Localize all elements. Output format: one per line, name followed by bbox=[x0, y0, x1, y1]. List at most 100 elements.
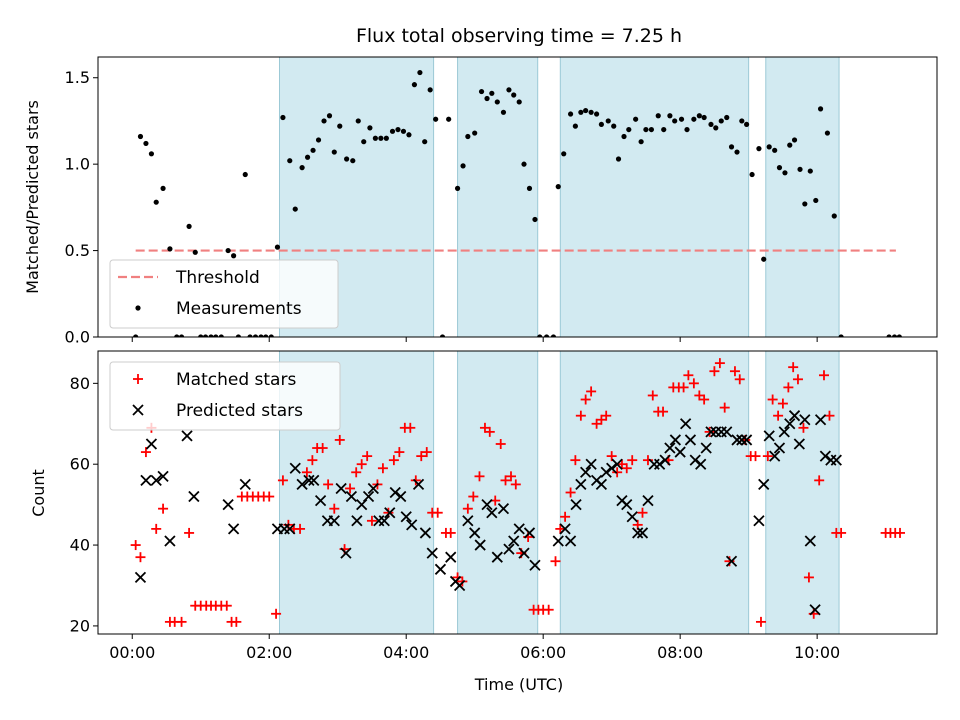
measurement-point bbox=[484, 95, 490, 102]
matched-stars-point bbox=[474, 471, 485, 482]
top-y-axis-label: Matched/Predicted stars bbox=[23, 100, 42, 294]
measurement-point bbox=[367, 125, 373, 131]
measurement-point bbox=[178, 334, 185, 337]
predicted-stars-point bbox=[367, 482, 379, 495]
predicted-stars-point bbox=[445, 551, 457, 563]
measurement-point bbox=[567, 111, 574, 117]
legend-label: Measurements bbox=[176, 299, 302, 319]
predicted-stars-point bbox=[595, 478, 608, 491]
measurement-point bbox=[696, 113, 702, 119]
matched-stars-point bbox=[510, 479, 521, 490]
measurement-point bbox=[611, 123, 617, 129]
matched-stars-point bbox=[176, 616, 187, 627]
measurement-point bbox=[701, 114, 707, 121]
y-tick-label: 80 bbox=[70, 374, 90, 393]
measurement-point bbox=[153, 199, 159, 205]
matched-stars-point bbox=[750, 451, 761, 462]
predicted-stars-point bbox=[674, 446, 686, 458]
matched-stars-point bbox=[445, 527, 456, 538]
predicted-stars-point bbox=[227, 523, 240, 535]
matched-stars-point bbox=[264, 491, 275, 502]
predicted-stars-point bbox=[725, 555, 738, 567]
matched-stars-point bbox=[637, 507, 648, 518]
predicted-stars-point bbox=[335, 482, 347, 495]
x-tick-label: 04:00 bbox=[383, 643, 429, 662]
matched-stars-point bbox=[627, 455, 638, 466]
measurement-point bbox=[427, 87, 433, 93]
predicted-stars-point bbox=[503, 543, 515, 555]
predicted-stars-point bbox=[529, 559, 541, 571]
predicted-stars-point bbox=[188, 490, 200, 503]
y-tick-label: 0.5 bbox=[65, 241, 90, 260]
measurement-point bbox=[218, 334, 224, 337]
measurement-point bbox=[633, 116, 639, 122]
measurement-point bbox=[174, 334, 180, 337]
matched-stars-point bbox=[783, 382, 794, 393]
predicted-stars-point bbox=[632, 527, 644, 539]
matched-stars-point bbox=[495, 438, 506, 449]
matched-stars-point bbox=[555, 523, 566, 534]
matched-stars-point bbox=[788, 362, 799, 373]
matched-stars-point bbox=[388, 455, 399, 466]
y-tick-label: 40 bbox=[70, 536, 90, 555]
predicted-stars-point bbox=[518, 547, 530, 559]
measurement-point bbox=[148, 151, 155, 157]
y-tick-label: 60 bbox=[70, 455, 90, 474]
matched-stars-point bbox=[803, 572, 814, 583]
predicted-stars-point bbox=[308, 474, 320, 487]
predicted-stars-point bbox=[689, 454, 701, 466]
matched-stars-point bbox=[457, 576, 468, 587]
measurement-point bbox=[615, 156, 622, 162]
matched-stars-point bbox=[755, 616, 766, 627]
measurement-point bbox=[395, 126, 401, 133]
predicted-stars-point bbox=[778, 426, 790, 438]
matched-stars-point bbox=[601, 410, 612, 421]
predicted-stars-point bbox=[819, 450, 831, 462]
measurement-point bbox=[355, 118, 361, 124]
predicted-stars-point bbox=[181, 430, 193, 442]
measurement-point bbox=[638, 139, 644, 145]
predicted-stars-point bbox=[753, 515, 765, 527]
matched-stars-point bbox=[484, 426, 495, 437]
measurement-point bbox=[766, 144, 772, 150]
measurement-point bbox=[626, 126, 632, 133]
matched-stars-point bbox=[565, 487, 576, 498]
measurement-point bbox=[337, 123, 343, 129]
predicted-stars-point bbox=[395, 490, 407, 503]
matched-stars-point bbox=[818, 370, 829, 381]
matched-stars-point bbox=[734, 374, 745, 385]
measurement-point bbox=[344, 156, 350, 162]
measurement-point bbox=[422, 139, 428, 145]
measurement-point bbox=[555, 184, 561, 190]
y-tick-label: 1.5 bbox=[65, 68, 90, 87]
shaded-interval bbox=[559, 350, 750, 635]
predicted-stars-point bbox=[580, 466, 592, 478]
predicted-stars-point bbox=[570, 498, 582, 511]
measurement-point bbox=[791, 137, 798, 143]
matched-stars-point bbox=[678, 382, 689, 393]
legend: Matched stars Predicted stars bbox=[109, 361, 341, 431]
measurement-point bbox=[242, 171, 248, 178]
measurement-point bbox=[268, 334, 274, 337]
predicted-stars-point bbox=[303, 474, 315, 487]
matched-stars-point bbox=[688, 378, 699, 389]
predicted-stars-point bbox=[434, 563, 447, 575]
measurement-point bbox=[605, 118, 611, 124]
measurement-point bbox=[734, 149, 740, 155]
predicted-stars-point bbox=[695, 458, 707, 470]
measurement-point bbox=[813, 197, 819, 204]
measurement-point bbox=[598, 121, 605, 128]
predicted-stars-point bbox=[284, 523, 296, 535]
matched-stars-point bbox=[777, 398, 788, 409]
predicted-stars-point bbox=[736, 434, 748, 446]
measurement-point bbox=[198, 334, 204, 337]
x-tick-label: 02:00 bbox=[246, 643, 292, 662]
predicted-stars-point bbox=[513, 523, 525, 535]
matched-stars-point bbox=[824, 410, 835, 421]
predicted-stars-point bbox=[611, 458, 623, 470]
measurement-point bbox=[776, 165, 783, 171]
matched-stars-point bbox=[158, 503, 169, 514]
predicted-stars-point bbox=[345, 490, 358, 503]
predicted-stars-point bbox=[328, 515, 340, 527]
predicted-stars-point bbox=[830, 454, 842, 466]
